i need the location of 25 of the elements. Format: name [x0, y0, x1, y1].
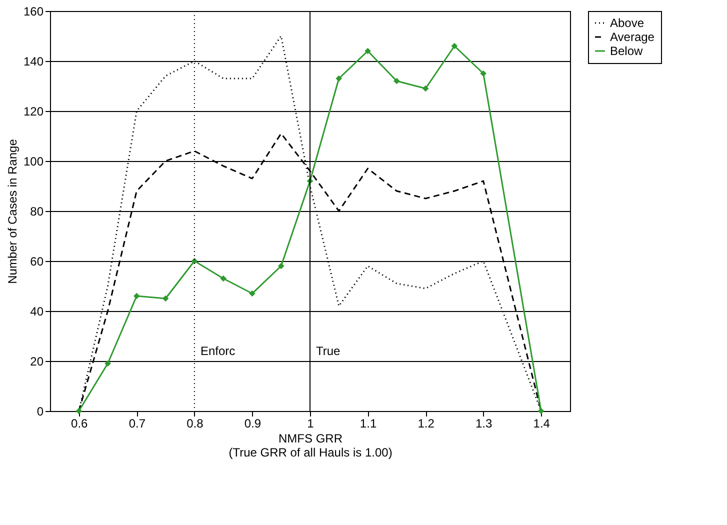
y-tick-label: 160 — [23, 4, 44, 18]
y-tick-label: 20 — [30, 354, 44, 368]
legend-label: Above — [610, 16, 644, 30]
x-tick-label: 0.9 — [244, 416, 262, 430]
legend-label: Below — [610, 44, 644, 58]
legend-label: Average — [610, 30, 655, 44]
y-tick-label: 60 — [30, 254, 44, 268]
x-tick-label: 1.4 — [533, 416, 550, 430]
x-tick-label: 1 — [307, 416, 314, 430]
x-tick-label: 0.8 — [186, 416, 204, 430]
y-tick-label: 0 — [36, 404, 44, 418]
y-tick-label: 120 — [23, 104, 44, 118]
x-tick-label: 1.2 — [418, 416, 435, 430]
y-tick-label: 100 — [23, 154, 44, 168]
ref-line-label: True — [316, 344, 341, 358]
x-axis-title: NMFS GRR (True GRR of all Hauls is 1.00) — [228, 432, 392, 460]
ref-line-label: Enforc — [200, 344, 236, 358]
y-tick-label: 140 — [23, 54, 44, 68]
x-tick-label: 0.6 — [71, 416, 88, 430]
x-tick-label: 0.7 — [128, 416, 146, 430]
x-tick-label: 1.3 — [475, 416, 492, 430]
y-tick-label: 80 — [30, 204, 44, 218]
y-tick-label: 40 — [30, 304, 44, 318]
y-axis-title: Number of Cases in Range — [5, 138, 20, 284]
x-tick-label: 1.1 — [360, 416, 377, 430]
